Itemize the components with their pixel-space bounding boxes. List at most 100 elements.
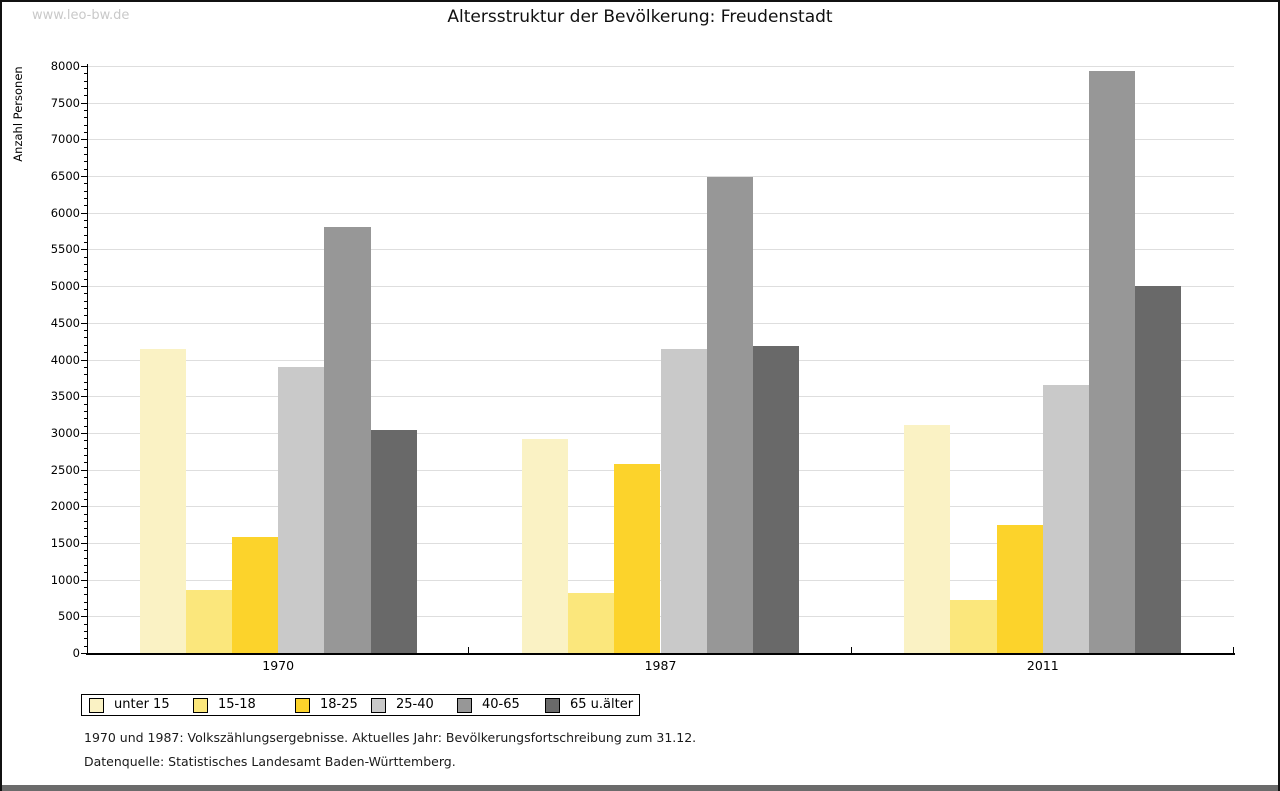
y-minor-tick-1100 [84, 572, 87, 574]
y-minor-tick-3600 [84, 388, 87, 390]
y-tick-label-7000: 7000 [50, 132, 80, 147]
y-minor-tick-7900 [84, 73, 87, 75]
bar-18-25-2011 [996, 525, 1043, 653]
gridline-4500 [87, 322, 1234, 324]
chart-title: Altersstruktur der Bevölkerung: Freudens… [447, 7, 833, 27]
legend-label-18-25: 18-25 [320, 697, 358, 712]
y-major-tick-6500 [81, 176, 87, 178]
bar-25-40-2011 [1042, 385, 1090, 653]
bar-15-18-2011 [950, 600, 997, 653]
y-minor-tick-2300 [84, 484, 87, 486]
y-tick-label-3000: 3000 [50, 425, 80, 440]
y-minor-tick-1900 [84, 513, 87, 515]
gridline-8000 [87, 66, 1234, 67]
y-axis-line [87, 64, 88, 655]
y-minor-tick-3900 [84, 366, 87, 368]
y-minor-tick-1700 [84, 528, 87, 530]
y-minor-tick-7200 [84, 124, 87, 126]
x-category-label-1970: 1970 [262, 658, 295, 673]
y-minor-tick-7300 [84, 117, 87, 119]
y-major-tick-1000 [81, 579, 87, 581]
y-minor-tick-100 [84, 645, 87, 647]
y-minor-tick-200 [84, 638, 87, 640]
gridline-5000 [87, 286, 1234, 288]
legend: unter 15 15-18 18-25 25-40 40-65 65 u.älter [81, 694, 640, 716]
plot-area [87, 66, 1234, 653]
y-minor-tick-1200 [84, 564, 87, 566]
y-minor-tick-5200 [84, 271, 87, 273]
x-category-label-2011: 2011 [1026, 658, 1059, 673]
y-minor-tick-6300 [84, 190, 87, 192]
bar-40-65-2011 [1089, 71, 1136, 653]
y-minor-tick-4100 [84, 352, 87, 354]
bar-unter-15-2011 [904, 424, 951, 653]
y-major-tick-3500 [81, 396, 87, 398]
bar-25-40-1970 [278, 366, 325, 653]
y-tick-label-5000: 5000 [50, 279, 80, 294]
y-minor-tick-5800 [84, 227, 87, 229]
y-minor-tick-5700 [84, 234, 87, 236]
bar-15-18-1970 [185, 589, 232, 653]
y-minor-tick-2700 [84, 454, 87, 456]
y-minor-tick-1300 [84, 557, 87, 559]
y-minor-tick-4800 [84, 300, 87, 302]
y-minor-tick-1400 [84, 550, 87, 552]
y-tick-label-5500: 5500 [50, 242, 80, 257]
y-minor-tick-7100 [84, 132, 87, 134]
y-minor-tick-2400 [84, 476, 87, 478]
bar-18-25-1987 [614, 463, 661, 653]
y-minor-tick-1600 [84, 535, 87, 537]
y-major-tick-5000 [81, 286, 87, 288]
y-minor-tick-4700 [84, 308, 87, 310]
y-major-tick-5500 [81, 249, 87, 251]
y-minor-tick-4200 [84, 344, 87, 346]
y-minor-tick-300 [84, 630, 87, 632]
y-minor-tick-3700 [84, 381, 87, 383]
x-category-label-1987: 1987 [644, 658, 677, 673]
legend-swatch-40-65 [457, 698, 472, 713]
legend-swatch-65-u-lter [545, 698, 560, 713]
y-minor-tick-7600 [84, 95, 87, 97]
y-minor-tick-2900 [84, 440, 87, 442]
y-minor-tick-3200 [84, 418, 87, 420]
y-minor-tick-4900 [84, 293, 87, 295]
y-minor-tick-3300 [84, 410, 87, 412]
y-major-tick-7000 [81, 139, 87, 141]
y-minor-tick-6700 [84, 161, 87, 163]
footer-note-sources: 1970 und 1987: Volkszählungsergebnisse. … [84, 730, 697, 745]
y-major-tick-7500 [81, 102, 87, 104]
y-minor-tick-7800 [84, 80, 87, 82]
legend-swatch-18-25 [295, 698, 310, 713]
bar-65-u-lter-1987 [752, 345, 800, 653]
y-major-tick-4500 [81, 322, 87, 324]
y-major-tick-4000 [81, 359, 87, 361]
y-tick-label-3500: 3500 [50, 389, 80, 404]
y-major-tick-3000 [81, 432, 87, 434]
window-bottom-bar [2, 785, 1278, 791]
y-minor-tick-600 [84, 608, 87, 610]
y-tick-label-2500: 2500 [50, 462, 80, 477]
y-minor-tick-6400 [84, 183, 87, 185]
watermark-text: www.leo-bw.de [32, 8, 130, 23]
gridline-5500 [87, 249, 1234, 251]
y-tick-label-6500: 6500 [50, 169, 80, 184]
y-tick-label-2000: 2000 [50, 499, 80, 514]
bar-65-u-lter-2011 [1135, 286, 1182, 653]
y-tick-label-7500: 7500 [50, 95, 80, 110]
y-minor-tick-2100 [84, 498, 87, 500]
legend-label-15-18: 15-18 [218, 697, 256, 712]
legend-label-25-40: 25-40 [396, 697, 434, 712]
legend-swatch-unter-15 [89, 698, 104, 713]
y-minor-tick-700 [84, 601, 87, 603]
y-minor-tick-7400 [84, 110, 87, 112]
y-minor-tick-3800 [84, 374, 87, 376]
y-minor-tick-800 [84, 594, 87, 596]
legend-label-unter-15: unter 15 [114, 697, 170, 712]
bar-40-65-1970 [324, 227, 371, 653]
y-minor-tick-3400 [84, 403, 87, 405]
legend-swatch-25-40 [371, 698, 386, 713]
y-minor-tick-4400 [84, 330, 87, 332]
x-boundary-tick-2 [850, 647, 852, 653]
y-tick-label-500: 500 [58, 609, 80, 624]
bar-25-40-1987 [660, 348, 707, 653]
